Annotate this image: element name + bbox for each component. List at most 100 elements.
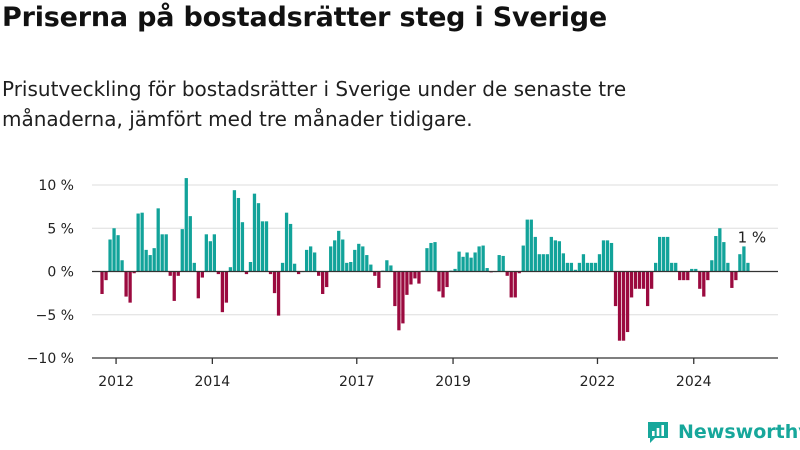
bar bbox=[457, 251, 461, 272]
bar bbox=[497, 255, 501, 272]
bar bbox=[128, 271, 132, 303]
bar bbox=[345, 262, 349, 272]
bar bbox=[409, 271, 413, 285]
bar bbox=[674, 262, 678, 272]
bar bbox=[485, 268, 489, 272]
bar bbox=[401, 271, 405, 324]
bar bbox=[581, 254, 586, 272]
bar bbox=[589, 262, 594, 272]
bar bbox=[525, 219, 529, 272]
bar bbox=[441, 271, 445, 298]
x-tick-label: 2024 bbox=[676, 374, 712, 390]
bar bbox=[617, 271, 622, 341]
bar bbox=[144, 249, 148, 272]
bar bbox=[465, 252, 469, 272]
bar bbox=[208, 241, 212, 272]
bar bbox=[308, 246, 313, 272]
bar bbox=[140, 212, 144, 272]
bar bbox=[714, 236, 718, 272]
bar bbox=[232, 190, 237, 272]
bar bbox=[365, 255, 369, 272]
bar bbox=[577, 262, 582, 272]
bar bbox=[172, 271, 176, 301]
bar bbox=[678, 271, 682, 281]
bar bbox=[148, 255, 152, 272]
bar bbox=[738, 254, 742, 272]
bar-chart: 10 % 5 % 0 % −5 % −10 % 2012 2014 2017 2019 2022 2… bbox=[27, 178, 778, 390]
bar bbox=[509, 271, 513, 298]
bar bbox=[625, 271, 630, 333]
bar bbox=[156, 208, 160, 272]
bar bbox=[445, 271, 449, 288]
bar bbox=[349, 261, 353, 272]
bar bbox=[377, 271, 381, 288]
bar bbox=[100, 271, 104, 294]
x-tick-label: 2022 bbox=[580, 374, 616, 390]
bar bbox=[405, 271, 409, 295]
bar bbox=[329, 246, 333, 272]
bar bbox=[469, 257, 473, 272]
bar bbox=[605, 240, 610, 272]
bar bbox=[682, 271, 686, 281]
bar bbox=[393, 271, 397, 307]
bar bbox=[437, 271, 441, 292]
bar bbox=[180, 229, 184, 272]
bar bbox=[212, 234, 216, 272]
bar bbox=[637, 271, 642, 289]
bar bbox=[734, 271, 738, 281]
bar bbox=[593, 262, 598, 272]
bar bbox=[429, 242, 433, 272]
bar bbox=[120, 260, 124, 272]
bar bbox=[152, 248, 156, 272]
bar bbox=[613, 271, 618, 307]
bar bbox=[413, 271, 417, 279]
bar bbox=[124, 271, 128, 297]
bar bbox=[252, 193, 257, 272]
bar bbox=[373, 271, 377, 276]
bar bbox=[537, 254, 541, 272]
bar bbox=[641, 271, 646, 289]
bar bbox=[280, 262, 285, 272]
bar bbox=[389, 265, 393, 272]
bar bbox=[517, 271, 521, 274]
bar bbox=[601, 240, 606, 272]
bar bbox=[188, 216, 192, 272]
bar bbox=[730, 271, 734, 288]
bar bbox=[325, 271, 329, 288]
bar bbox=[706, 271, 710, 281]
bar bbox=[533, 236, 537, 272]
bar bbox=[132, 271, 136, 274]
bar bbox=[256, 203, 261, 272]
page-subtitle: Prisutveckling för bostadsrätter i Sveri… bbox=[2, 77, 627, 131]
bar bbox=[321, 271, 325, 294]
bar bbox=[417, 271, 421, 284]
bar bbox=[116, 235, 120, 272]
y-tick-label: −10 % bbox=[27, 351, 74, 367]
bar bbox=[461, 256, 465, 272]
bar bbox=[690, 268, 694, 272]
bar bbox=[726, 262, 730, 272]
bar bbox=[160, 234, 164, 272]
bar bbox=[645, 271, 650, 307]
bar bbox=[304, 249, 309, 272]
bar bbox=[649, 271, 654, 289]
bar bbox=[573, 269, 578, 272]
bar bbox=[425, 248, 429, 272]
bar bbox=[333, 240, 337, 272]
bar bbox=[545, 254, 549, 272]
bar bbox=[244, 271, 249, 275]
bar bbox=[513, 271, 517, 298]
axis-layer bbox=[92, 270, 778, 364]
bar bbox=[569, 262, 574, 272]
bar bbox=[549, 236, 553, 272]
bar bbox=[477, 246, 481, 272]
bar bbox=[561, 253, 566, 272]
bar bbox=[104, 271, 108, 281]
bar bbox=[746, 262, 750, 272]
brand-name: Newsworthy bbox=[678, 421, 800, 443]
bar bbox=[722, 242, 726, 272]
bar bbox=[353, 249, 357, 272]
y-tick-label: −5 % bbox=[36, 308, 74, 324]
bar bbox=[276, 271, 281, 316]
bar bbox=[670, 262, 674, 272]
